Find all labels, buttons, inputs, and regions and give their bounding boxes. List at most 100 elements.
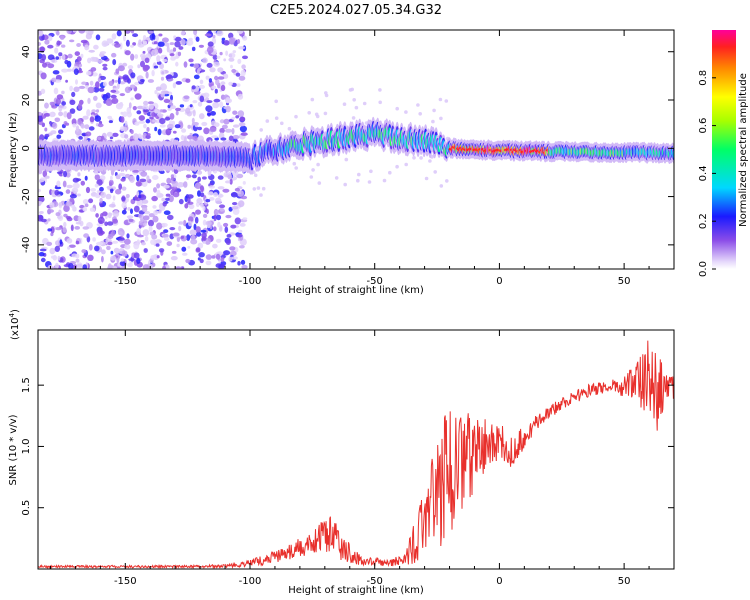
spectrogram-cell	[55, 98, 61, 105]
snr-panel: -150 -100 -50 0 50 0.5 1.0 1.5 Height of strai…	[8, 309, 675, 596]
spectrogram-cell	[178, 46, 184, 50]
spectrogram-cell	[136, 110, 142, 115]
spectrogram-cell	[395, 106, 400, 111]
spectrogram-cell	[165, 74, 173, 80]
spectrogram-cell	[49, 247, 56, 255]
spectrogram-cell	[167, 214, 174, 221]
spectrogram-cell	[207, 41, 214, 47]
spectrogram-cell	[96, 59, 104, 64]
spectrogram-cell	[205, 75, 210, 80]
spectrogram-cell	[175, 81, 182, 85]
spectrogram-cell	[99, 197, 103, 203]
spectrogram-cell	[164, 237, 170, 241]
spectrogram-cell	[105, 193, 112, 200]
spectrogram-cell	[183, 219, 187, 227]
spectrogram-cell	[382, 178, 387, 183]
colorbar-label: Normalized spectral amplitude	[738, 73, 749, 227]
spectrogram-cell	[224, 226, 229, 233]
spectrogram-cell	[58, 111, 64, 117]
spectrogram-cell	[225, 105, 231, 113]
spectrogram-cell	[117, 65, 125, 72]
spectrogram-y-ticks: -40 -20 0 20 40	[21, 45, 674, 253]
spectrogram-cell	[76, 56, 82, 62]
spectrogram-cell	[66, 238, 73, 244]
spectrogram-cell	[80, 123, 85, 129]
spectrogram-cell	[165, 128, 172, 136]
snr-y-axis-label: SNR (10 * v/v)	[8, 414, 19, 485]
spectrogram-cell	[112, 132, 119, 137]
spectrogram-cell	[110, 175, 113, 181]
spectrogram-cell	[59, 35, 65, 40]
spectrogram-cell	[156, 222, 163, 230]
spectrogram-cell	[66, 30, 72, 35]
spectrogram-cell	[240, 69, 246, 77]
spectrogram-cell	[111, 33, 117, 40]
spectrogram-cell	[217, 175, 224, 180]
spectrogram-cell	[195, 36, 200, 42]
colorbar-tick-label: 0.6	[698, 118, 709, 134]
spectrogram-cell	[100, 191, 106, 199]
spectrogram-cell	[108, 120, 113, 124]
spectrogram-cell	[79, 220, 84, 227]
spectrogram-cell	[221, 39, 225, 45]
spectrogram-cell	[81, 81, 87, 85]
spectrogram-cell	[171, 250, 177, 254]
spectrogram-cell	[211, 135, 219, 139]
spectrogram-cell	[136, 200, 144, 206]
spectrogram-cell	[112, 210, 120, 218]
spectrogram-cell	[53, 87, 59, 95]
spectrogram-cell	[89, 80, 94, 86]
spectrogram-cell	[223, 250, 231, 256]
spectrogram-cell	[151, 195, 158, 202]
spectrogram-cell	[170, 94, 173, 101]
spectrogram-cell	[236, 30, 244, 34]
spectrogram-cell	[161, 71, 165, 75]
spectrogram-cell	[157, 128, 162, 136]
spectrogram-cell	[118, 237, 125, 241]
spectrogram-cell	[439, 116, 443, 121]
spectrogram-cell	[214, 88, 218, 94]
spectrogram-cell	[88, 198, 94, 204]
spectrogram-cell	[199, 199, 203, 204]
spectrogram-cell	[239, 245, 245, 249]
spectrogram-cell	[166, 177, 172, 184]
spectrogram-cell	[114, 79, 118, 83]
spectrogram-cell	[117, 266, 121, 269]
spectrogram-cell	[195, 247, 201, 253]
spectrogram-cell	[164, 116, 171, 121]
spectrogram-cell	[202, 206, 206, 211]
spectrogram-cell	[124, 86, 131, 94]
spectrogram-cell	[199, 258, 204, 264]
spectrogram-cell	[118, 231, 123, 236]
spectrogram-cell	[107, 263, 112, 269]
spectrogram-cell	[94, 174, 101, 181]
spectrogram-cell	[213, 98, 221, 103]
spectrogram-cell	[73, 68, 79, 75]
spectrogram-cell	[142, 40, 148, 46]
spectrogram-cell	[63, 111, 68, 118]
spectrogram-cell	[135, 181, 142, 187]
spectrogram-cell	[209, 197, 215, 201]
spectrogram-cell	[342, 102, 347, 106]
spectrogram-cell	[191, 117, 195, 124]
spectrogram-cell	[352, 98, 357, 102]
spectrogram-cell	[201, 121, 208, 127]
y-tick-label: 0.5	[21, 500, 32, 516]
spectrogram-cell	[203, 92, 210, 98]
spectrogram-cell	[156, 189, 161, 197]
spectrogram-cell	[99, 203, 104, 208]
spectrogram-cell	[175, 266, 182, 269]
spectrogram-cell	[210, 111, 216, 116]
spectrogram-cell	[62, 180, 67, 188]
spectrogram-cell	[162, 201, 167, 207]
spectrogram-cell	[181, 246, 187, 252]
spectrogram-cell	[165, 197, 170, 201]
spectrogram-cell	[129, 84, 136, 89]
spectrogram-cell	[205, 260, 212, 266]
spectrogram-cell	[66, 184, 73, 189]
spectrogram-cell	[212, 243, 218, 249]
spectrogram-cell	[217, 186, 225, 190]
spectrogram-cell	[85, 33, 92, 40]
spectrogram-cell	[71, 118, 77, 125]
spectrogram-cell	[416, 103, 420, 107]
